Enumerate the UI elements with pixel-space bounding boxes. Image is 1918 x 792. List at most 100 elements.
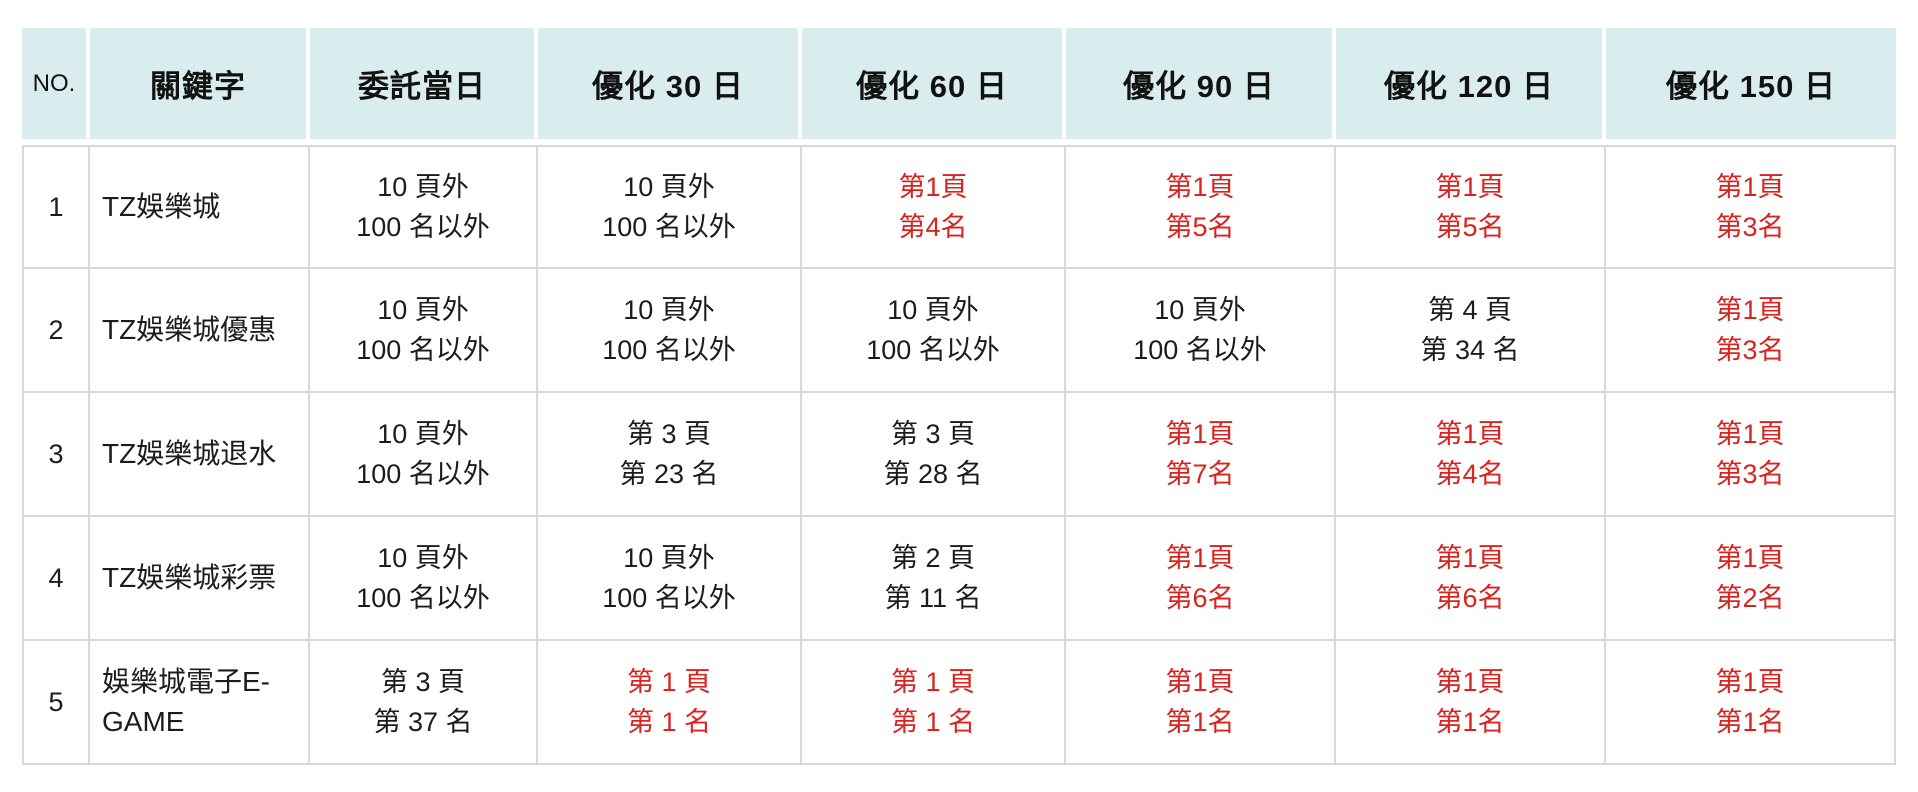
rank-cell-line: 第 1 名 [626, 707, 712, 737]
rank-cell-line: 100 名以外 [602, 335, 736, 365]
column-header-optimize-120: 優化 120 日 [1336, 28, 1606, 145]
table-body: 1 TZ娛樂城 10 頁外 100 名以外 10 頁外 100 名以外 第1頁 第4名 第1頁第… [22, 145, 1896, 765]
rank-cell-line: 第4名 [1435, 459, 1505, 489]
rank-cell-line: 第 3 頁 [626, 419, 712, 449]
rank-cell-line: 10 頁外 [377, 295, 469, 325]
column-header-optimize-60: 優化 60 日 [802, 28, 1066, 145]
keyword-cell: 娛樂城電子E-GAME [90, 641, 310, 765]
table-row: 3 TZ娛樂城退水 10 頁外 100 名以外第 3 頁第 23 名第 3 頁第 28… [22, 393, 1896, 517]
column-header-no: NO. [22, 28, 90, 145]
rank-cell-line: 第 2 頁 [890, 543, 976, 573]
keyword-ranking-table: NO. 關鍵字 委託當日 優化 30 日 優化 60 日 優化 90 日 優化 … [22, 28, 1896, 765]
rank-cell-line: 第 23 名 [619, 459, 719, 489]
rank-cell-line: 第1頁 [898, 172, 968, 202]
rank-cell-line: 10 頁外 [377, 543, 469, 573]
rank-cell-line: 第1頁 [1435, 543, 1505, 573]
column-header-optimize-150: 優化 150 日 [1606, 28, 1896, 145]
rank-cell: 10 頁外 100 名以外 [310, 393, 538, 517]
rank-cell-line: 第 4 頁 [1427, 295, 1513, 325]
table-row: 2 TZ娛樂城優惠 10 頁外 100 名以外 10 頁外 100 名以外 10 頁外 100… [22, 269, 1896, 393]
rank-cell-line: 10 頁外 [623, 295, 715, 325]
rank-cell-line: 10 頁外 [377, 172, 469, 202]
rank-cell: 第 3 頁第 28 名 [802, 393, 1066, 517]
row-number-cell: 3 [22, 393, 90, 517]
rank-cell-line: 第 28 名 [883, 459, 983, 489]
column-header-optimize-30: 優化 30 日 [538, 28, 802, 145]
rank-cell-line: 第 11 名 [884, 583, 982, 613]
rank-cell-line: 100 名以外 [1133, 335, 1267, 365]
keyword-cell: TZ娛樂城優惠 [90, 269, 310, 393]
rank-cell-line: 第1名 [1165, 707, 1235, 737]
table-row: 1 TZ娛樂城 10 頁外 100 名以外 10 頁外 100 名以外 第1頁 第4名 第1頁第… [22, 145, 1896, 269]
rank-cell-line: 100 名以外 [602, 583, 736, 613]
rank-cell-line: 第2名 [1715, 583, 1785, 613]
column-header-optimize-90: 優化 90 日 [1066, 28, 1336, 145]
rank-cell: 10 頁外 100 名以外 [1066, 269, 1336, 393]
row-number-cell: 1 [22, 145, 90, 269]
rank-cell-line: 第 1 頁 [626, 667, 712, 697]
rank-cell-line: 100 名以外 [866, 335, 1000, 365]
rank-cell-line: 第3名 [1715, 212, 1785, 242]
rank-cell: 第1頁 第3名 [1606, 269, 1896, 393]
rank-cell-line: 第3名 [1715, 459, 1785, 489]
rank-cell-line: 第1名 [1435, 707, 1505, 737]
rank-cell: 第1頁 第1名 [1606, 641, 1896, 765]
rank-cell-line: 10 頁外 [377, 419, 469, 449]
rank-cell: 第 2 頁第 11 名 [802, 517, 1066, 641]
header-row: NO. 關鍵字 委託當日 優化 30 日 優化 60 日 優化 90 日 優化 … [22, 28, 1896, 145]
rank-cell-line: 第1頁 [1165, 419, 1235, 449]
rank-cell-line: 第5名 [1165, 212, 1235, 242]
rank-cell: 10 頁外 100 名以外 [538, 517, 802, 641]
rank-cell-line: 第3名 [1715, 335, 1785, 365]
rank-cell: 10 頁外 100 名以外 [538, 145, 802, 269]
rank-cell: 第 3 頁第 37 名 [310, 641, 538, 765]
row-number-cell: 4 [22, 517, 90, 641]
row-number-cell: 2 [22, 269, 90, 393]
table-row: 4 TZ娛樂城彩票 10 頁外 100 名以外 10 頁外 100 名以外 第 2 頁第 1… [22, 517, 1896, 641]
rank-cell-line: 100 名以外 [602, 212, 736, 242]
rank-cell: 第1頁 第4名 [802, 145, 1066, 269]
rank-cell: 第1頁 第1名 [1336, 641, 1606, 765]
rank-cell-line: 10 頁外 [887, 295, 979, 325]
rank-cell: 第 1 頁第 1 名 [538, 641, 802, 765]
rank-cell-line: 10 頁外 [623, 543, 715, 573]
table-row: 5 娛樂城電子E-GAME 第 3 頁第 37 名第 1 頁第 1 名第 1 頁第 … [22, 641, 1896, 765]
rank-cell: 第1頁 第3名 [1606, 145, 1896, 269]
rank-cell-line: 第1頁 [1435, 172, 1505, 202]
rank-cell-line: 第1頁 [1165, 172, 1235, 202]
rank-cell-line: 第1頁 [1165, 667, 1235, 697]
rank-cell: 第1頁 第3名 [1606, 393, 1896, 517]
keyword-cell: TZ娛樂城彩票 [90, 517, 310, 641]
rank-cell-line: 第 37 名 [373, 707, 473, 737]
rank-cell: 第1頁 第5名 [1336, 145, 1606, 269]
table-header: NO. 關鍵字 委託當日 優化 30 日 優化 60 日 優化 90 日 優化 … [22, 28, 1896, 145]
rank-cell-line: 第1頁 [1715, 543, 1785, 573]
rank-cell: 10 頁外 100 名以外 [310, 517, 538, 641]
rank-cell-line: 100 名以外 [356, 583, 490, 613]
rank-cell-line: 第1頁 [1435, 667, 1505, 697]
rank-cell-line: 100 名以外 [356, 335, 490, 365]
rank-cell: 10 頁外 100 名以外 [310, 269, 538, 393]
rank-cell-line: 第 3 頁 [380, 667, 466, 697]
rank-cell-line: 第 1 頁 [890, 667, 976, 697]
rank-cell: 第1頁 第4名 [1336, 393, 1606, 517]
rank-cell: 第1頁 第1名 [1066, 641, 1336, 765]
rank-cell-line: 第 3 頁 [890, 419, 976, 449]
rank-cell-line: 第6名 [1435, 583, 1505, 613]
rank-cell-line: 第1頁 [1715, 667, 1785, 697]
rank-cell-line: 第 34 名 [1420, 335, 1520, 365]
rank-cell: 10 頁外 100 名以外 [310, 145, 538, 269]
rank-cell-line: 第1頁 [1435, 419, 1505, 449]
keyword-cell: TZ娛樂城 [90, 145, 310, 269]
column-header-keyword: 關鍵字 [90, 28, 310, 145]
rank-cell: 第 4 頁第 34 名 [1336, 269, 1606, 393]
rank-cell-line: 第 1 名 [890, 707, 976, 737]
rank-cell-line: 100 名以外 [356, 212, 490, 242]
rank-cell-line: 第1頁 [1715, 295, 1785, 325]
rank-cell: 第 1 頁第 1 名 [802, 641, 1066, 765]
rank-cell: 第 3 頁第 23 名 [538, 393, 802, 517]
rank-cell-line: 10 頁外 [1154, 295, 1246, 325]
rank-cell: 10 頁外 100 名以外 [538, 269, 802, 393]
rank-cell-line: 第1名 [1715, 707, 1785, 737]
